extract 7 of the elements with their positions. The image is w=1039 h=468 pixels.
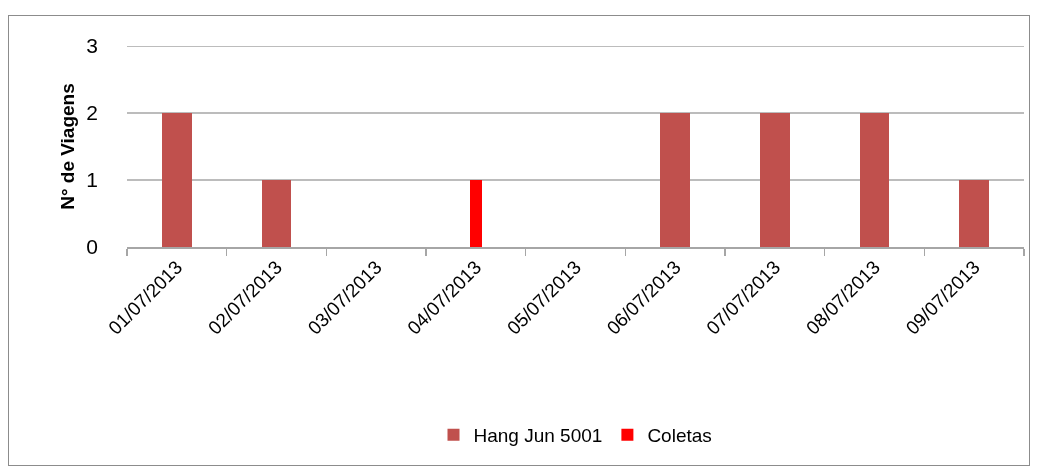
y-axis-title: N° de Viagens: [57, 83, 79, 210]
y-tick-label: 0: [86, 235, 98, 259]
y-tick-label: 1: [86, 168, 98, 192]
y-tick-label: 3: [86, 34, 98, 58]
legend-label: Coletas: [647, 425, 712, 447]
y-tick-label: 2: [86, 101, 98, 125]
legend-label: Hang Jun 5001: [473, 425, 603, 447]
